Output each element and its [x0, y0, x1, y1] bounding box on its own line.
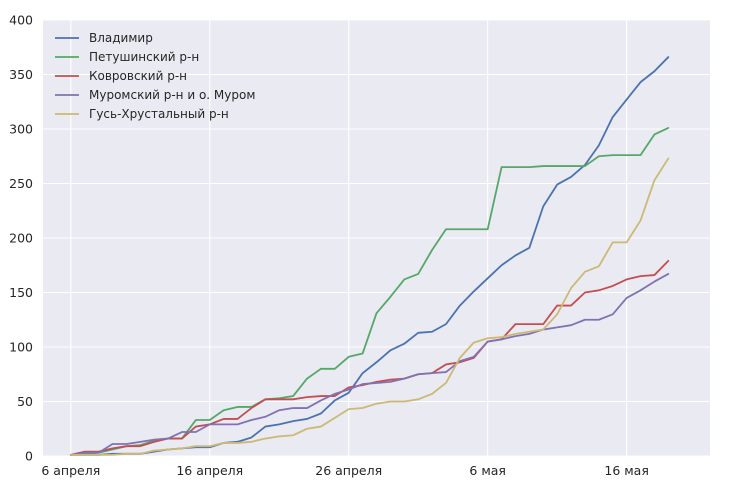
legend-label-0: Владимир [89, 31, 153, 45]
series-lines [69, 56, 670, 456]
legend-label-3: Муромский р-н и о. Муром [89, 88, 255, 102]
series-line-4 [69, 157, 670, 456]
x-tick-label: 16 мая [604, 463, 649, 478]
y-tick-label: 50 [17, 394, 33, 409]
y-tick-label: 0 [25, 449, 33, 464]
x-tick-label: 6 апреля [41, 463, 100, 478]
y-tick-label: 300 [9, 122, 33, 137]
y-tick-label: 400 [9, 13, 33, 28]
x-tick-label: 6 мая [469, 463, 506, 478]
x-tick-label: 26 апреля [315, 463, 382, 478]
y-tick-label: 350 [9, 67, 33, 82]
legend: Владимир Петушинский р-н Ковровский р-н Мур… [55, 31, 255, 121]
x-axis-ticks: 6 апреля 16 апреля 26 апреля 6 мая 16 мая [41, 463, 649, 478]
legend-label-1: Петушинский р-н [89, 50, 199, 64]
grid [43, 19, 710, 457]
legend-label-2: Ковровский р-н [89, 69, 187, 83]
y-axis-ticks: 0 50 100 150 200 250 300 350 400 [9, 13, 33, 464]
y-tick-label: 100 [9, 340, 33, 355]
x-tick-label: 16 апреля [176, 463, 243, 478]
legend-label-4: Гусь-Хрустальный р-н [89, 107, 229, 121]
y-tick-label: 150 [9, 285, 33, 300]
y-tick-label: 200 [9, 231, 33, 246]
series-line-3 [69, 273, 670, 456]
y-tick-label: 250 [9, 176, 33, 191]
